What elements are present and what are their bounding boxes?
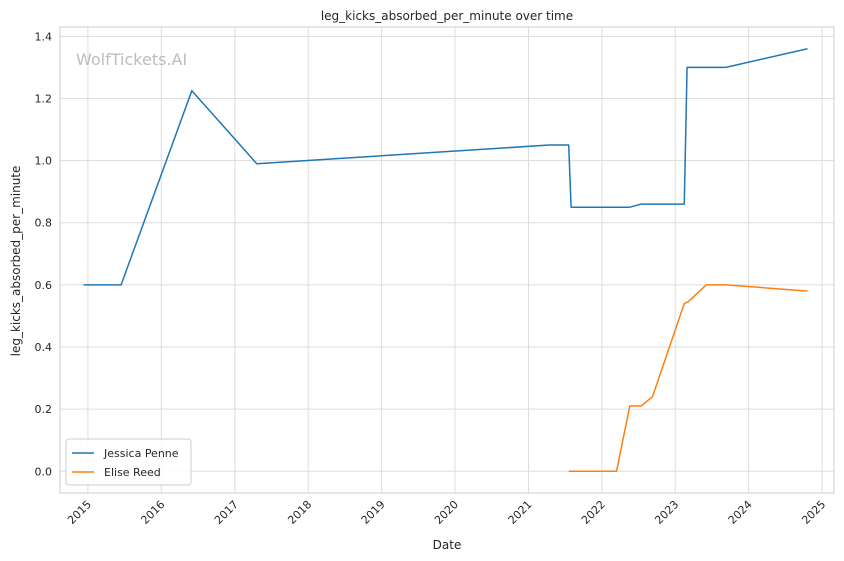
y-tick-label: 1.0 [35,155,53,168]
legend-label: Elise Reed [104,466,161,479]
chart-title: leg_kicks_absorbed_per_minute over time [321,9,573,23]
y-axis-label: leg_kicks_absorbed_per_minute [9,166,23,357]
plot-frame [59,26,835,494]
y-tick-label: 0.4 [35,341,53,354]
legend-label: Jessica Penne [103,447,179,460]
legend: Jessica Penne Elise Reed [65,438,192,486]
y-tick-label: 1.2 [35,92,53,105]
y-tick-label: 0.2 [35,403,53,416]
series-line-0 [83,48,808,286]
y-tick-label: 1.4 [35,30,53,43]
series-layer [83,48,808,472]
legend-box [65,438,192,486]
grid [60,27,834,493]
series-line-1 [568,284,808,472]
x-axis-label: Date [433,538,462,552]
y-tick-label: 0.8 [35,217,53,230]
y-tick-label: 0.6 [35,279,53,292]
watermark: WolfTickets.AI [76,50,187,69]
y-tick-label: 0.0 [35,465,53,478]
